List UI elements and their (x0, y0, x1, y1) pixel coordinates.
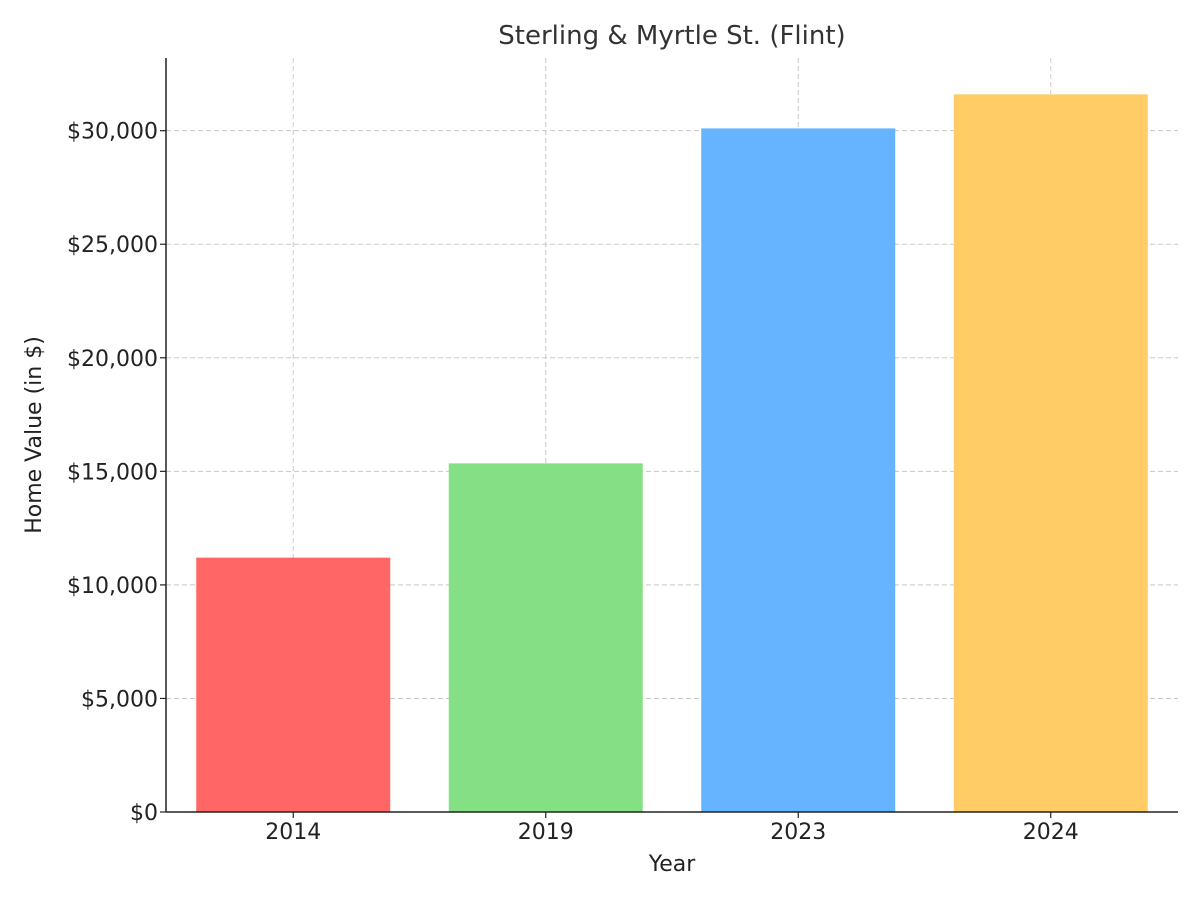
y-tick-label: $20,000 (67, 347, 158, 372)
y-axis-label: Home Value (in $) (22, 336, 47, 534)
x-tick-label: 2019 (518, 820, 574, 845)
y-tick-label: $15,000 (67, 460, 158, 485)
x-tick-label: 2024 (1023, 820, 1079, 845)
bar-2024 (953, 94, 1148, 813)
x-axis-label: Year (648, 852, 697, 877)
y-tick-label: $25,000 (67, 233, 158, 258)
axes (165, 58, 1178, 813)
y-tick-label: $30,000 (67, 120, 158, 145)
chart-title: Sterling & Myrtle St. (Flint) (498, 21, 845, 51)
x-tick-label: 2014 (265, 820, 321, 845)
y-tick-label: $0 (130, 801, 158, 826)
y-tick-label: $10,000 (67, 574, 158, 599)
x-tick-label: 2023 (770, 820, 826, 845)
x-ticks: 2014 2019 2023 2024 (265, 812, 1079, 845)
bar-2019 (448, 463, 643, 812)
bar-2023 (701, 128, 896, 812)
bars (196, 94, 1148, 813)
y-tick-label: $5,000 (81, 687, 158, 712)
y-ticks: $0 $5,000 $10,000 $15,000 $20,000 $25,000 $30,… (67, 120, 166, 826)
bar-2014 (196, 557, 391, 812)
